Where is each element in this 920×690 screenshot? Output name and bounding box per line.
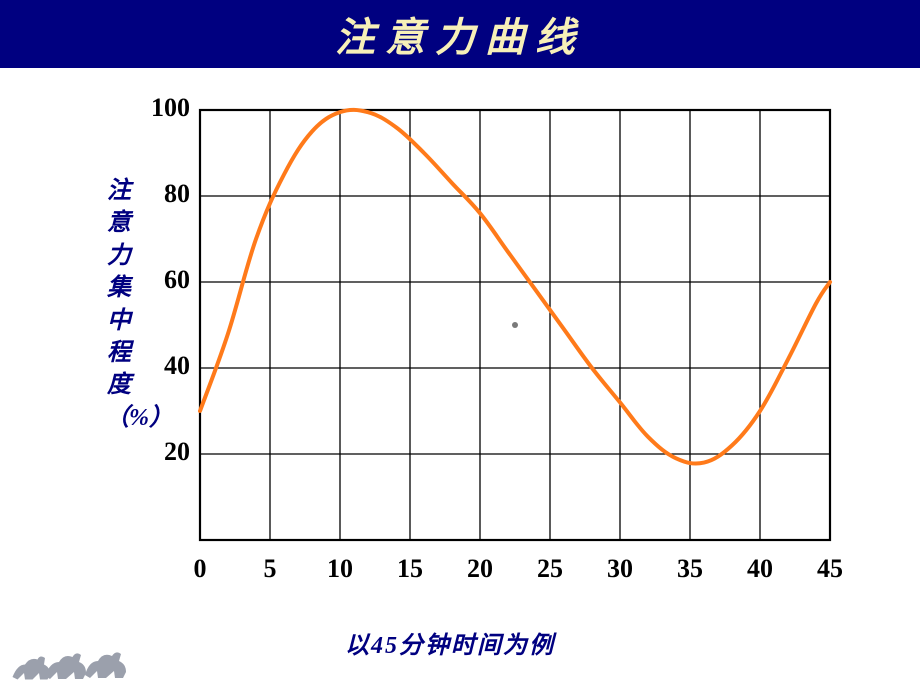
x-tick-label: 0 <box>175 554 225 584</box>
y-tick-label: 20 <box>130 437 190 467</box>
x-tick-label: 40 <box>735 554 785 584</box>
x-tick-label: 5 <box>245 554 295 584</box>
y-tick-label: 80 <box>130 179 190 209</box>
y-tick-label: 40 <box>130 351 190 381</box>
y-tick-label: 60 <box>130 265 190 295</box>
x-tick-label: 20 <box>455 554 505 584</box>
center-marker <box>512 322 518 328</box>
horses-decor-icon <box>10 637 130 682</box>
x-tick-label: 15 <box>385 554 435 584</box>
x-tick-label: 45 <box>805 554 855 584</box>
x-tick-label: 25 <box>525 554 575 584</box>
y-tick-label: 100 <box>130 93 190 123</box>
x-tick-label: 30 <box>595 554 645 584</box>
slide: 注意力曲线 注意力集中程度（%） 以45分钟时间为例 2040608010005… <box>0 0 920 690</box>
x-tick-label: 10 <box>315 554 365 584</box>
x-tick-label: 35 <box>665 554 715 584</box>
